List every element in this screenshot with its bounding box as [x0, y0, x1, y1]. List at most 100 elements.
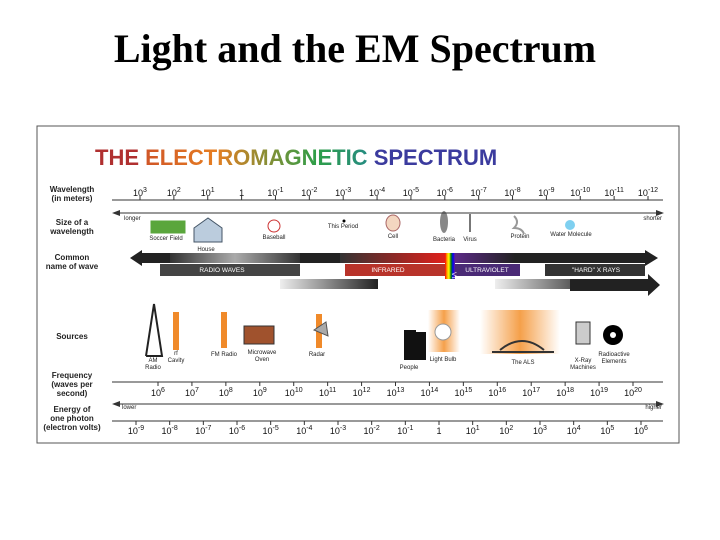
tick-base: 10	[533, 426, 543, 436]
row-label: Sources	[56, 332, 88, 341]
object-label: Soccer Field	[149, 236, 182, 242]
tick-exponent: 2	[177, 187, 181, 194]
object-label: Water Molecule	[550, 232, 592, 238]
protein-icon	[511, 215, 525, 235]
band	[170, 253, 300, 263]
band	[280, 279, 378, 289]
tick-exponent: 3	[543, 425, 547, 432]
tick-base: 10	[267, 188, 277, 198]
band	[160, 264, 300, 276]
tick-label: 1011	[319, 387, 336, 398]
band	[455, 264, 520, 276]
tick-base: 10	[353, 388, 363, 398]
row-label: Energy of	[54, 405, 91, 414]
tick-base: 10	[369, 188, 379, 198]
tick-base: 10	[364, 426, 374, 436]
tick-label: 10-7	[195, 425, 211, 436]
band	[340, 253, 445, 263]
bacteria-icon	[440, 211, 448, 233]
house-icon	[193, 217, 223, 243]
wave-name: RADIO WAVES	[199, 267, 245, 274]
tick-exponent: 18	[566, 387, 574, 394]
tick-exponent: -12	[648, 187, 658, 194]
source-label: AM	[149, 358, 158, 364]
tick-exponent: 14	[431, 387, 439, 394]
tick-label: 1019	[590, 387, 608, 398]
water-icon	[565, 220, 575, 230]
tick-label: 106	[634, 425, 648, 436]
radar-icon	[312, 321, 329, 337]
source-label: The ALS	[511, 360, 534, 366]
tick-exponent: -5	[413, 187, 419, 194]
tick-base: 10	[151, 388, 161, 398]
tick-label: 10-8	[504, 187, 520, 198]
tick-label: 10-5	[403, 187, 419, 198]
tick-base: 10	[454, 388, 464, 398]
tick-exponent: -9	[548, 187, 554, 194]
object-label: Bacteria	[433, 237, 456, 243]
heading-word: SPECTRUM	[374, 145, 497, 170]
source-label: X-Ray	[575, 358, 592, 364]
source-label: Radioactive	[598, 352, 630, 358]
arrow-label: lower	[122, 405, 136, 411]
tick-exponent: 10	[295, 387, 303, 394]
tick-base: 10	[488, 388, 498, 398]
tick-label: 10-4	[369, 187, 385, 198]
row-label: Common	[55, 253, 90, 262]
xray-icon	[575, 321, 591, 345]
wave-name: "SOFT" X RAYS	[509, 292, 557, 299]
slide-title: Light and the EM Spectrum	[114, 26, 596, 71]
tick-base: 10	[556, 388, 566, 398]
arrow-label: shorter	[643, 216, 662, 222]
cell-icon	[385, 214, 401, 232]
tick-base: 10	[330, 426, 340, 436]
tick-exponent: 12	[363, 387, 371, 394]
tick-base: 10	[133, 188, 143, 198]
arrow-label: longer	[124, 216, 141, 222]
tick-exponent: 20	[634, 387, 642, 394]
tick-base: 10	[421, 388, 431, 398]
band	[445, 253, 455, 279]
tick-base: 10	[219, 388, 229, 398]
band	[455, 253, 515, 263]
tick-label: 109	[253, 387, 267, 398]
tick-exponent: 15	[464, 387, 472, 394]
tick-exponent: -5	[273, 425, 279, 432]
tick-exponent: 6	[161, 387, 165, 394]
tick-exponent: -2	[311, 187, 317, 194]
tick-exponent: -7	[205, 425, 211, 432]
tick-label: 102	[499, 425, 513, 436]
arrow-head	[112, 401, 120, 407]
tick-exponent: -8	[514, 187, 520, 194]
tick-base: 1	[436, 426, 441, 436]
tick-base: 10	[403, 188, 413, 198]
band	[545, 264, 645, 276]
row-label: second)	[57, 389, 88, 398]
row-label: Size of a	[56, 218, 89, 227]
tick-exponent: -10	[580, 187, 590, 194]
tick-label: 1	[239, 188, 244, 198]
tick-label: 10-6	[229, 425, 245, 436]
row-label: (waves per	[51, 380, 92, 389]
tick-label: 10-4	[296, 425, 312, 436]
tick-exponent: 1	[211, 187, 215, 194]
tick-base: 10	[229, 426, 239, 436]
tick-base: 10	[604, 188, 614, 198]
tick-base: 10	[253, 388, 263, 398]
tick-label: 10-9	[538, 187, 554, 198]
arrow-head	[656, 401, 664, 407]
tick-label: 10-2	[301, 187, 317, 198]
tick-exponent: 7	[195, 387, 199, 394]
tick-exponent: 2	[509, 425, 513, 432]
arrow-label: higher	[645, 405, 662, 411]
arrow-head	[112, 210, 120, 216]
tick-label: 1013	[387, 387, 405, 398]
tick-exponent: 6	[644, 425, 648, 432]
tick-exponent: 4	[577, 425, 581, 432]
tick-label: 10-1	[397, 425, 413, 436]
tick-label: 102	[167, 187, 181, 198]
source-label: Light Bulb	[430, 357, 457, 363]
tick-label: 1015	[454, 387, 472, 398]
tick-exponent: 8	[229, 387, 233, 394]
tick-exponent: -6	[239, 425, 245, 432]
